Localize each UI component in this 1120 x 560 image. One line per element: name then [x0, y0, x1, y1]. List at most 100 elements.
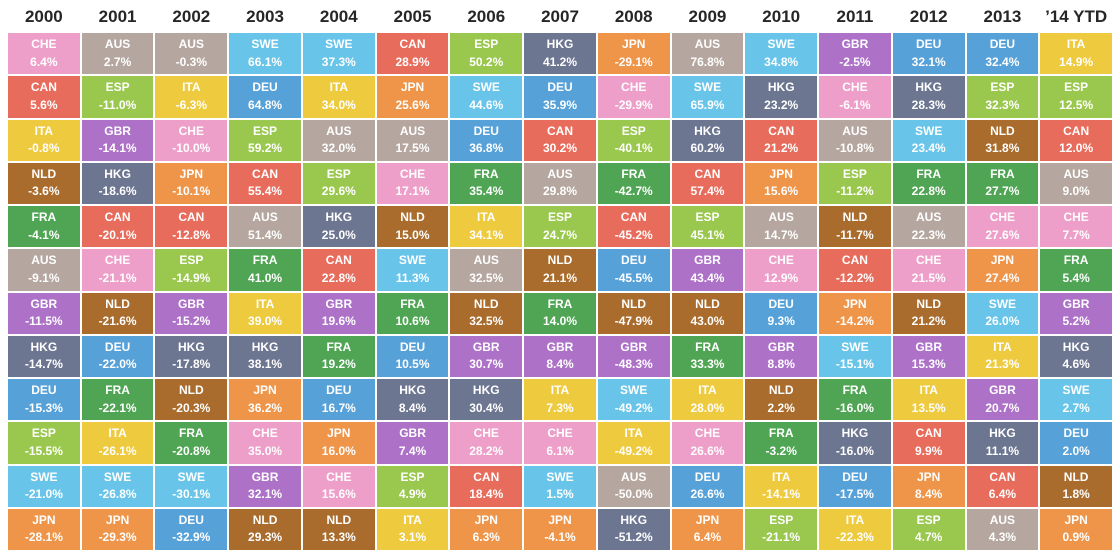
return-value-label: 34.0%: [321, 97, 356, 112]
return-cell-2000-ESP: ESP -15.5%: [8, 422, 80, 464]
return-cell-2009-GBR: GBR 43.4%: [671, 249, 744, 291]
return-value-label: 5.4%: [1062, 270, 1090, 285]
country-code-label: NLD: [842, 210, 868, 225]
return-value-label: 25.6%: [395, 97, 430, 112]
country-code-label: ITA: [698, 383, 717, 398]
country-code-label: GBR: [767, 339, 795, 354]
country-code-label: JPN: [622, 37, 646, 52]
return-value-label: 19.2%: [321, 357, 356, 372]
return-value-label: -14.1%: [98, 141, 137, 156]
country-code-label: JPN: [916, 469, 941, 484]
return-cell-2004-ITA: ITA 34.0%: [302, 76, 375, 118]
return-value-label: -3.6%: [28, 184, 60, 199]
return-cell-2009-ITA: ITA 28.0%: [671, 379, 744, 421]
country-code-label: GBR: [399, 426, 426, 441]
return-cell-2004-AUS: AUS 32.0%: [302, 119, 375, 161]
return-value-label: 22.8%: [911, 184, 946, 199]
return-cell-2002-FRA: FRA -20.8%: [155, 422, 228, 464]
return-value-label: -14.9%: [172, 270, 211, 285]
return-cell-2009-AUS: AUS 76.8%: [671, 33, 744, 75]
return-value-label: 23.2%: [764, 97, 799, 112]
return-value-label: 8.4%: [398, 400, 427, 415]
country-code-label: NLD: [326, 512, 352, 527]
country-code-label: AUS: [621, 469, 647, 484]
country-code-label: ITA: [403, 512, 422, 527]
return-value-label: 43.4%: [690, 270, 725, 285]
return-value-label: 55.4%: [248, 184, 283, 199]
return-value-label: -21.0%: [24, 487, 63, 502]
return-value-label: 2.0%: [1062, 443, 1090, 458]
country-code-label: FRA: [621, 166, 647, 181]
return-cell-2009-CAN: CAN 57.4%: [671, 162, 744, 204]
return-cell-2013-CAN: CAN 6.4%: [966, 465, 1039, 507]
country-code-label: CHE: [694, 426, 721, 441]
country-code-label: NLD: [1063, 469, 1089, 484]
return-value-label: 13.5%: [911, 400, 946, 415]
country-code-label: AUS: [31, 253, 57, 268]
year-header-14YTD: ’14 YTD: [1045, 6, 1108, 26]
country-code-label: ESP: [1064, 80, 1089, 95]
return-value-label: 12.9%: [764, 270, 799, 285]
country-code-label: GBR: [30, 296, 58, 311]
return-value-label: -0.8%: [28, 141, 60, 156]
country-code-label: DEU: [252, 80, 278, 95]
country-code-label: GBR: [546, 339, 574, 354]
return-value-label: -10.0%: [172, 141, 211, 156]
country-code-label: FRA: [990, 166, 1015, 181]
country-code-label: DEU: [768, 296, 794, 311]
country-code-label: CHE: [1063, 210, 1089, 225]
country-code-label: GBR: [694, 253, 721, 268]
country-code-label: AUS: [768, 210, 794, 225]
country-code-label: CAN: [1063, 123, 1090, 138]
return-cell-2000-JPN: JPN -28.1%: [8, 508, 80, 550]
return-cell-2011-GBR: GBR -2.5%: [819, 33, 891, 75]
country-code-label: HKG: [767, 80, 795, 95]
country-code-label: ITA: [255, 296, 275, 311]
return-value-label: 13.3%: [321, 530, 356, 545]
country-code-label: FRA: [842, 383, 868, 398]
return-cell-2003-JPN: JPN 36.2%: [229, 379, 301, 421]
return-value-label: 11.1%: [985, 443, 1020, 458]
return-value-label: 18.4%: [469, 487, 504, 502]
return-value-label: 38.1%: [248, 357, 283, 372]
return-value-label: 6.4%: [988, 487, 1017, 502]
country-code-label: ITA: [477, 210, 496, 225]
return-cell-2010-NLD: NLD 2.2%: [745, 379, 818, 421]
return-value-label: 7.7%: [1062, 227, 1090, 242]
return-value-label: 51.4%: [248, 227, 283, 242]
return-value-label: 9.9%: [914, 443, 943, 458]
return-cell-2011-HKG: HKG -16.0%: [819, 422, 891, 464]
country-code-label: HKG: [399, 383, 426, 398]
return-cell-2013-ITA: ITA 21.3%: [966, 335, 1039, 377]
country-code-label: DEU: [915, 37, 942, 52]
return-cell-2007-SWE: SWE 1.5%: [524, 465, 596, 507]
return-value-label: 32.0%: [321, 141, 356, 156]
country-code-label: AUS: [326, 123, 352, 138]
return-value-label: 5.6%: [30, 97, 58, 112]
country-code-label: SWE: [988, 296, 1017, 311]
country-code-label: HKG: [104, 166, 131, 181]
return-value-label: 11.3%: [395, 270, 430, 285]
return-cell-2010-HKG: HKG 23.2%: [745, 76, 818, 118]
country-code-label: NLD: [252, 512, 278, 527]
country-code-label: FRA: [916, 166, 941, 181]
return-value-label: -26.1%: [98, 443, 137, 458]
return-value-label: 28.2%: [469, 443, 504, 458]
return-cell-14YTD-NLD: NLD 1.8%: [1040, 465, 1112, 507]
return-cell-2010-JPN: JPN 15.6%: [745, 162, 818, 204]
return-cell-14YTD-AUS: AUS 9.0%: [1040, 162, 1112, 204]
return-value-label: 32.3%: [985, 97, 1020, 112]
return-cell-2000-FRA: FRA -4.1%: [8, 206, 80, 248]
country-code-label: DEU: [473, 123, 499, 138]
return-cell-2013-SWE: SWE 26.0%: [966, 292, 1039, 334]
return-cell-2002-DEU: DEU -32.9%: [155, 508, 228, 550]
return-cell-2012-SWE: SWE 23.4%: [892, 119, 965, 161]
country-code-label: FRA: [547, 296, 573, 311]
return-value-label: 6.1%: [546, 443, 574, 458]
country-code-label: DEU: [1063, 426, 1089, 441]
country-code-label: NLD: [695, 296, 720, 311]
country-code-label: HKG: [841, 426, 869, 441]
country-code-label: SWE: [693, 80, 722, 95]
return-cell-2007-JPN: JPN -4.1%: [524, 508, 596, 550]
country-code-label: CHE: [399, 166, 426, 181]
